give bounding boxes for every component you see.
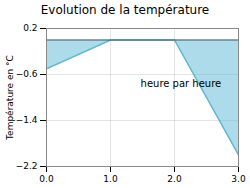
svg-text:3.0: 3.0 <box>231 174 246 184</box>
svg-text:heure par heure: heure par heure <box>141 78 222 89</box>
svg-text:−0.6: −0.6 <box>16 69 38 79</box>
svg-text:2.0: 2.0 <box>167 174 182 184</box>
html-text:Evolution de la température: Evolution de la température <box>40 3 210 17</box>
svg-text:−2.2: −2.2 <box>16 161 38 171</box>
svg-text:0.2: 0.2 <box>23 23 37 33</box>
svg-text:0.0: 0.0 <box>39 174 54 184</box>
svg-text:1.0: 1.0 <box>103 174 118 184</box>
svg-text:Température en °C: Température en °C <box>5 55 15 141</box>
svg-text:−1.4: −1.4 <box>16 115 38 125</box>
